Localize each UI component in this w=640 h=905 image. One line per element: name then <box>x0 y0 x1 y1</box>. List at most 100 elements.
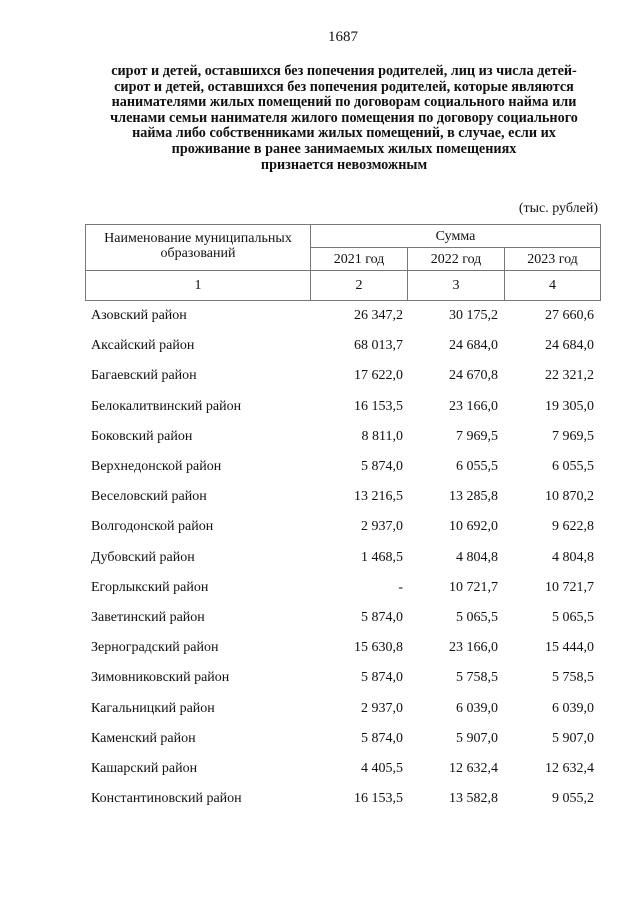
amount-cell: 2 937,0 <box>361 519 403 535</box>
amount-cell: 6 039,0 <box>552 700 594 716</box>
table-row: Белокалитвинский район 16 153,5 23 166,0 19… <box>85 392 601 422</box>
municipality-name: Каменский район <box>91 730 196 746</box>
amount-cell: 2 937,0 <box>361 700 403 716</box>
amount-cell: 26 347,2 <box>354 308 403 324</box>
amount-cell: 24 684,0 <box>449 338 498 354</box>
amount-cell: 10 692,0 <box>449 519 498 535</box>
col-number: 3 <box>407 270 505 301</box>
amount-cell: 24 684,0 <box>545 338 594 354</box>
municipality-name: Кагальницкий район <box>91 700 215 716</box>
amount-cell: 22 321,2 <box>545 368 594 384</box>
amount-cell: 4 804,8 <box>456 549 498 565</box>
title-line: проживание в ранее занимаемых жилых поме… <box>171 140 517 157</box>
amount-cell: 9 055,2 <box>552 791 594 807</box>
header-year: 2023 год <box>504 247 601 271</box>
municipality-name: Верхнедонской район <box>91 459 222 475</box>
amount-cell: 27 660,6 <box>545 308 594 324</box>
title-line: членами семьи нанимателя жилого помещени… <box>110 109 578 126</box>
amount-cell: 6 039,0 <box>456 700 498 716</box>
table-header: Наименование муниципальных образований С… <box>85 224 601 301</box>
amount-cell: 5 874,0 <box>361 609 403 625</box>
header-name: Наименование муниципальных образований <box>85 224 311 271</box>
table-row: Кашарский район 4 405,5 12 632,4 12 632,4 <box>85 754 601 784</box>
table-row: Верхнедонской район 5 874,0 6 055,5 6 055,5 <box>85 452 601 482</box>
municipality-name: Зимовниковский район <box>91 670 230 686</box>
amount-cell: 12 632,4 <box>545 760 594 776</box>
title-line: нанимателями жилых помещений по договора… <box>111 94 577 111</box>
amount-cell: 24 670,8 <box>449 368 498 384</box>
municipality-name: Егорлыкский район <box>91 579 209 595</box>
amount-cell: 13 285,8 <box>449 489 498 505</box>
amount-cell: 5 874,0 <box>361 459 403 475</box>
municipality-name: Азовский район <box>91 308 187 324</box>
table-row: Каменский район 5 874,0 5 907,0 5 907,0 <box>85 724 601 754</box>
units-label: (тыс. рублей) <box>518 201 598 216</box>
amount-cell: 6 055,5 <box>456 459 498 475</box>
amount-cell: 12 632,4 <box>449 760 498 776</box>
municipality-name: Дубовский район <box>91 549 195 565</box>
header-year: 2021 год <box>310 247 408 271</box>
table-row: Волгодонской район 2 937,0 10 692,0 9 622,8 <box>85 512 601 542</box>
table-row: Аксайский район 68 013,7 24 684,0 24 684,0 <box>85 331 601 361</box>
municipality-name: Аксайский район <box>91 338 195 354</box>
title-line: найма либо собственниками жилых помещени… <box>132 125 556 142</box>
col-number: 4 <box>504 270 601 301</box>
table-row: Зерноградский район 15 630,8 23 166,0 15 44… <box>85 633 601 663</box>
amount-cell: 10 870,2 <box>545 489 594 505</box>
amount-cell: 15 630,8 <box>354 640 403 656</box>
table-body: Азовский район 26 347,2 30 175,2 27 660,6 Ак… <box>85 301 601 814</box>
amount-cell: 16 153,5 <box>354 398 403 414</box>
amount-cell: 23 166,0 <box>449 398 498 414</box>
amount-cell: 19 305,0 <box>545 398 594 414</box>
municipality-name: Кашарский район <box>91 760 198 776</box>
title-line: сирот и детей, оставшихся без попечения … <box>111 63 577 79</box>
header-sum: Сумма <box>310 224 601 248</box>
page-number: 1687 <box>328 29 358 45</box>
amount-cell: 13 216,5 <box>354 489 403 505</box>
amount-cell: 23 166,0 <box>449 640 498 656</box>
municipality-name: Волгодонской район <box>91 519 214 535</box>
amount-cell: 4 405,5 <box>361 760 403 776</box>
table-row: Заветинский район 5 874,0 5 065,5 5 065,5 <box>85 603 601 633</box>
table-row: Константиновский район 16 153,5 13 582,8 9 … <box>85 784 601 814</box>
col-number: 1 <box>85 270 311 301</box>
amount-cell: 5 758,5 <box>456 670 498 686</box>
col-number: 2 <box>310 270 408 301</box>
table-row: Зимовниковский район 5 874,0 5 758,5 5 758,… <box>85 663 601 693</box>
amount-cell: 7 969,5 <box>552 428 594 444</box>
amount-cell: 30 175,2 <box>449 308 498 324</box>
municipality-name: Боковский район <box>91 428 193 444</box>
amount-cell: 10 721,7 <box>545 579 594 595</box>
municipality-name: Белокалитвинский район <box>91 398 242 414</box>
amount-cell: 9 622,8 <box>552 519 594 535</box>
amount-cell: 5 907,0 <box>552 730 594 746</box>
amount-cell: 15 444,0 <box>545 640 594 656</box>
amount-cell: 5 758,5 <box>552 670 594 686</box>
amount-cell: - <box>398 579 403 595</box>
amount-cell: 4 804,8 <box>552 549 594 565</box>
amount-cell: 8 811,0 <box>361 428 403 444</box>
amount-cell: 5 065,5 <box>456 609 498 625</box>
header-year: 2022 год <box>407 247 505 271</box>
table-row: Кагальницкий район 2 937,0 6 039,0 6 039,0 <box>85 693 601 723</box>
table-row: Боковский район 8 811,0 7 969,5 7 969,5 <box>85 422 601 452</box>
amount-cell: 5 907,0 <box>456 730 498 746</box>
amount-cell: 68 013,7 <box>354 338 403 354</box>
table-row: Багаевский район 17 622,0 24 670,8 22 321,2 <box>85 361 601 391</box>
amount-cell: 16 153,5 <box>354 791 403 807</box>
title-line: сирот и детей, оставшихся без попечения … <box>114 78 574 95</box>
municipality-name: Зерноградский район <box>91 640 219 656</box>
table-row: Азовский район 26 347,2 30 175,2 27 660,6 <box>85 301 601 331</box>
amount-cell: 5 874,0 <box>361 730 403 746</box>
municipality-name: Багаевский район <box>91 368 197 384</box>
table-row: Дубовский район 1 468,5 4 804,8 4 804,8 <box>85 543 601 573</box>
amount-cell: 17 622,0 <box>354 368 403 384</box>
amount-cell: 10 721,7 <box>449 579 498 595</box>
municipality-name: Константиновский район <box>91 791 242 807</box>
municipality-name: Веселовский район <box>91 489 207 505</box>
amount-cell: 6 055,5 <box>552 459 594 475</box>
municipality-name: Заветинский район <box>91 609 205 625</box>
amount-cell: 5 874,0 <box>361 670 403 686</box>
amount-cell: 1 468,5 <box>361 549 403 565</box>
table-row: Веселовский район 13 216,5 13 285,8 10 870,… <box>85 482 601 512</box>
